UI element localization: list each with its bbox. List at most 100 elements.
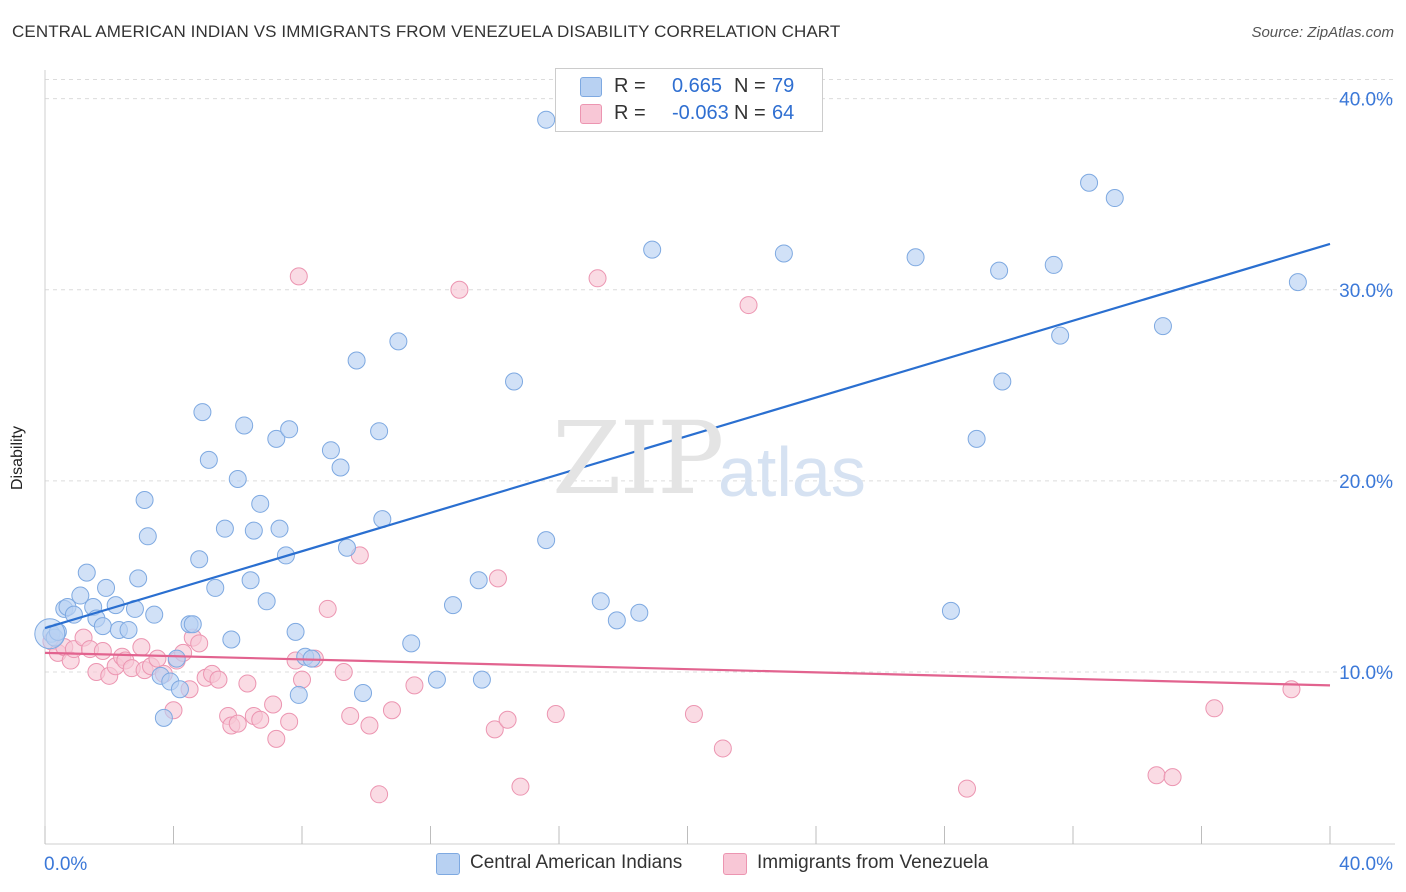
data-point bbox=[190, 634, 209, 653]
data-point bbox=[774, 244, 793, 263]
legend-n-value: 79 bbox=[772, 75, 795, 97]
data-point bbox=[286, 622, 305, 641]
data-point bbox=[643, 240, 662, 259]
data-point bbox=[993, 372, 1012, 391]
data-point bbox=[267, 729, 286, 748]
data-point bbox=[450, 280, 469, 299]
series-immigrants-from-venezuela bbox=[42, 267, 1301, 804]
data-point bbox=[505, 372, 524, 391]
legend-r-value: 0.665 bbox=[672, 75, 723, 97]
data-point bbox=[289, 267, 308, 286]
axes bbox=[44, 70, 1395, 845]
data-point bbox=[138, 527, 157, 546]
data-point bbox=[427, 670, 446, 689]
data-point bbox=[370, 422, 389, 441]
data-point bbox=[469, 571, 488, 590]
data-point bbox=[739, 296, 758, 315]
bottom-legend-swatch bbox=[436, 853, 460, 875]
data-point bbox=[588, 269, 607, 288]
data-point bbox=[97, 578, 116, 597]
data-point bbox=[511, 777, 530, 796]
data-point bbox=[1153, 317, 1172, 336]
series-central-american-indians bbox=[34, 110, 1307, 727]
data-point bbox=[318, 599, 337, 618]
data-point bbox=[145, 605, 164, 624]
data-point bbox=[148, 649, 167, 668]
legend-r-label: R = bbox=[614, 75, 646, 97]
data-point bbox=[389, 332, 408, 351]
data-point bbox=[193, 403, 212, 422]
data-point bbox=[990, 261, 1009, 280]
data-point bbox=[135, 491, 154, 509]
chart-title: CENTRAL AMERICAN INDIAN VS IMMIGRANTS FR… bbox=[12, 22, 841, 41]
correlation-legend: R = 0.665 N = 79 R = -0.063 N = 64 bbox=[555, 68, 823, 132]
data-point bbox=[354, 684, 373, 703]
data-point bbox=[906, 248, 925, 267]
data-point bbox=[170, 680, 189, 699]
data-point bbox=[289, 685, 308, 704]
y-tick-label: 40.0% bbox=[1339, 90, 1393, 111]
data-point bbox=[337, 538, 356, 557]
data-point bbox=[1288, 273, 1307, 292]
trend-line bbox=[44, 242, 1331, 630]
y-axis-label: Disability bbox=[9, 425, 26, 491]
watermark-zip: ZIP bbox=[552, 400, 724, 517]
data-point bbox=[472, 670, 491, 689]
data-point bbox=[1080, 173, 1099, 192]
y-tick-label: 20.0% bbox=[1339, 472, 1393, 493]
source-credit: Source: ZipAtlas.com bbox=[1251, 24, 1394, 41]
data-point bbox=[1147, 766, 1166, 785]
x-tick-label: 40.0% bbox=[1339, 854, 1393, 875]
data-point bbox=[341, 706, 360, 725]
legend-n-value: 64 bbox=[772, 102, 795, 124]
data-point bbox=[154, 708, 173, 727]
data-point bbox=[129, 569, 148, 588]
data-point bbox=[498, 710, 517, 729]
bottom-legend-label: Central American Indians bbox=[470, 852, 683, 873]
legend-n-label: N = bbox=[734, 75, 766, 97]
x-tick-label: 0.0% bbox=[44, 854, 87, 875]
legend-swatch-blue bbox=[580, 77, 602, 97]
data-point bbox=[1163, 768, 1182, 787]
legend-swatch-pink bbox=[580, 104, 602, 124]
data-point bbox=[941, 601, 960, 620]
trend-line bbox=[44, 651, 1331, 687]
data-point bbox=[334, 663, 353, 681]
y-tick-label: 10.0% bbox=[1339, 663, 1393, 684]
data-point bbox=[630, 603, 649, 622]
data-point bbox=[244, 521, 263, 540]
data-point bbox=[321, 441, 340, 460]
data-point bbox=[967, 429, 986, 448]
data-point bbox=[183, 615, 202, 634]
data-point bbox=[222, 630, 241, 649]
data-point bbox=[546, 705, 565, 724]
legend-r-label: R = bbox=[614, 102, 646, 124]
tick-labels: 10.0% 20.0% 30.0% 40.0% 0.0% 40.0% bbox=[44, 90, 1393, 875]
data-point bbox=[537, 531, 556, 550]
data-point bbox=[1105, 189, 1124, 208]
trend-lines bbox=[44, 242, 1331, 687]
legend-r-value: -0.063 bbox=[672, 102, 729, 124]
data-point bbox=[270, 519, 289, 538]
data-point bbox=[199, 450, 218, 469]
data-point bbox=[280, 420, 299, 439]
data-point bbox=[228, 469, 247, 488]
data-point bbox=[370, 785, 389, 804]
data-point bbox=[360, 716, 379, 735]
data-point bbox=[382, 701, 401, 720]
data-point bbox=[402, 634, 421, 653]
data-point bbox=[93, 617, 112, 636]
data-point bbox=[215, 519, 234, 538]
legend-n-label: N = bbox=[734, 102, 766, 124]
y-tick-label: 30.0% bbox=[1339, 281, 1393, 302]
data-point bbox=[119, 620, 138, 639]
data-point bbox=[228, 714, 247, 733]
data-point bbox=[713, 739, 732, 758]
data-point bbox=[347, 351, 366, 370]
data-point bbox=[443, 596, 462, 615]
data-point bbox=[1205, 699, 1224, 718]
data-point bbox=[607, 611, 626, 630]
data-point bbox=[331, 458, 350, 477]
data-point bbox=[241, 571, 260, 590]
